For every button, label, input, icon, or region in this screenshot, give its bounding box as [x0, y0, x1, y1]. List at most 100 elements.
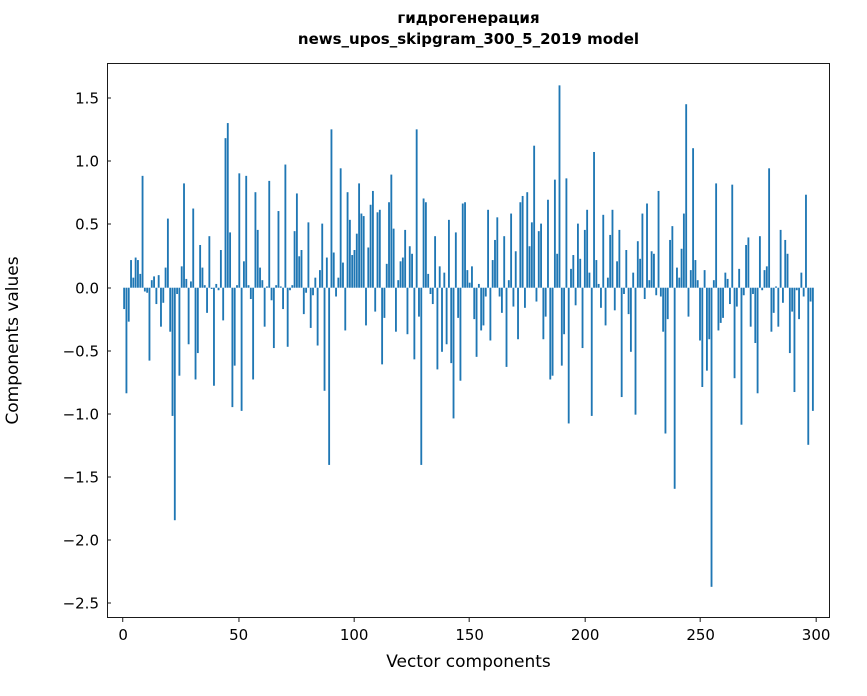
- bar: [231, 287, 234, 408]
- bar: [192, 208, 195, 288]
- bar: [689, 270, 692, 288]
- bar: [710, 287, 713, 587]
- bar: [300, 250, 303, 288]
- bar: [346, 192, 349, 288]
- bar: [360, 213, 363, 288]
- bar: [438, 266, 441, 288]
- bar: [763, 270, 766, 288]
- x-tick-label: 250: [686, 626, 715, 644]
- bar: [507, 280, 510, 288]
- x-tick: 50: [229, 618, 248, 644]
- bar: [749, 287, 752, 327]
- bar: [758, 236, 761, 288]
- bar: [206, 287, 208, 313]
- bar: [576, 223, 579, 288]
- x-tick: 300: [802, 618, 830, 644]
- y-tick: −1.5: [63, 467, 111, 486]
- bar: [717, 287, 720, 331]
- bar: [196, 287, 199, 354]
- bar: [342, 262, 344, 288]
- bar: [480, 287, 483, 331]
- bar: [226, 123, 229, 288]
- bar: [514, 251, 517, 288]
- bar: [413, 287, 416, 360]
- y-tick: −1.0: [63, 404, 111, 423]
- bar: [263, 287, 266, 327]
- bar: [807, 287, 810, 445]
- bar: [146, 287, 149, 293]
- y-tick-mark: [107, 413, 111, 415]
- x-tick-mark: [815, 618, 817, 622]
- bar: [752, 287, 754, 294]
- bar: [747, 237, 750, 288]
- bar: [800, 272, 803, 288]
- bar: [233, 287, 236, 366]
- y-tick-mark: [107, 287, 111, 289]
- y-tick-label: 1.5: [75, 89, 99, 108]
- bar: [383, 287, 386, 318]
- bar: [802, 287, 805, 297]
- x-tick: 0: [118, 618, 128, 644]
- bar: [436, 287, 439, 370]
- bar: [143, 287, 146, 292]
- bar-series: [123, 85, 814, 587]
- bar: [208, 236, 211, 288]
- bar: [369, 204, 372, 288]
- bar: [616, 261, 618, 288]
- bar: [500, 287, 503, 313]
- y-axis-label: Components values: [3, 256, 23, 425]
- bar: [249, 287, 252, 300]
- bar: [268, 180, 271, 288]
- bar: [176, 287, 179, 294]
- x-axis-label: Vector components: [386, 652, 551, 672]
- bar: [572, 255, 575, 288]
- bar: [286, 287, 289, 347]
- bar: [604, 287, 607, 326]
- bar: [793, 287, 796, 393]
- bar: [424, 202, 427, 288]
- bar: [381, 287, 384, 365]
- bar: [429, 287, 432, 294]
- bar: [547, 199, 549, 288]
- bar: [636, 241, 639, 288]
- bar: [556, 253, 559, 288]
- bar: [779, 229, 782, 288]
- y-tick: 1.0: [75, 152, 111, 171]
- bar: [362, 216, 365, 288]
- bar: [132, 277, 135, 288]
- bar: [786, 253, 789, 288]
- bar: [659, 287, 662, 297]
- bar: [537, 231, 540, 288]
- bar: [224, 138, 227, 288]
- bar: [648, 280, 651, 288]
- bar: [351, 255, 354, 288]
- bar: [123, 287, 126, 310]
- bar: [328, 287, 331, 465]
- y-tick-label: −0.5: [62, 342, 99, 361]
- bar: [650, 251, 653, 288]
- bar: [724, 272, 727, 288]
- x-tick-label: 0: [118, 626, 128, 644]
- bar: [404, 229, 407, 288]
- bar: [768, 168, 771, 288]
- bar: [445, 287, 448, 345]
- x-tick-label: 150: [455, 626, 484, 644]
- bar: [332, 252, 335, 288]
- bar: [270, 287, 273, 301]
- bar: [236, 285, 238, 288]
- bar: [625, 250, 628, 288]
- bar: [408, 246, 411, 288]
- bar: [148, 287, 151, 361]
- bar: [390, 174, 393, 288]
- x-tick-mark: [238, 618, 240, 622]
- bar: [261, 280, 264, 288]
- bar: [791, 287, 794, 312]
- bar: [259, 267, 261, 288]
- bar: [279, 286, 282, 288]
- bar: [570, 268, 572, 288]
- bar: [685, 104, 688, 288]
- bar: [477, 283, 480, 288]
- bar: [337, 277, 340, 288]
- bar: [240, 287, 243, 411]
- x-tick: 100: [340, 618, 368, 644]
